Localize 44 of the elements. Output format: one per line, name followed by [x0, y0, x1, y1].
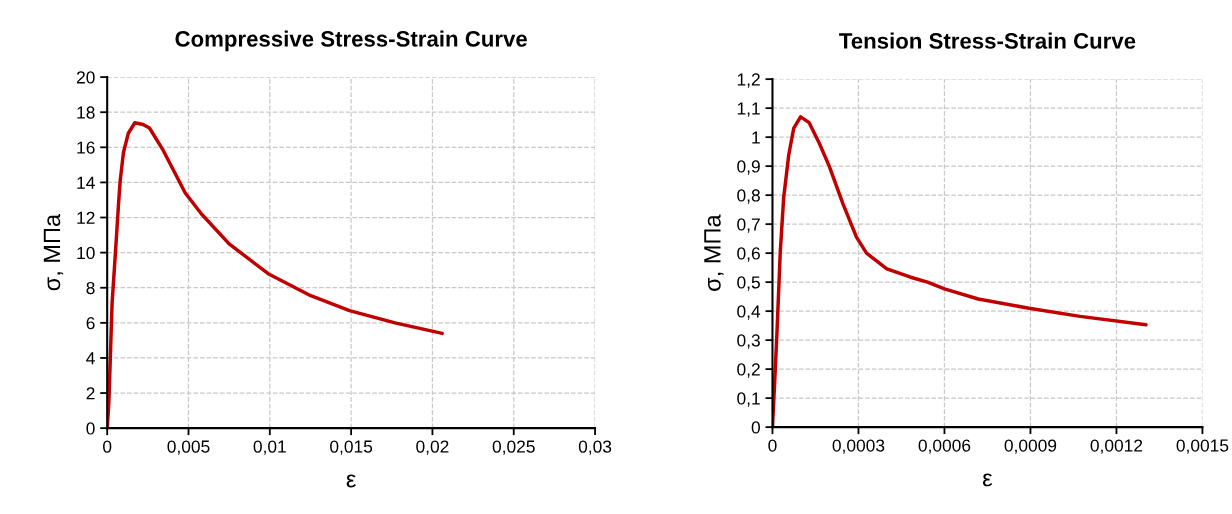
x-tick-label: 0,0006 [918, 439, 971, 454]
y-tick-label: 8 [86, 281, 95, 295]
x-tick-label: 0,0003 [832, 439, 885, 454]
y-axis-title: σ, МПа [704, 214, 724, 291]
x-tick-label: 0,0012 [1090, 439, 1143, 454]
y-tick-label: 18 [77, 106, 95, 119]
y-tick-label: 2 [86, 387, 95, 400]
y-tick-label: 0,4 [737, 305, 761, 320]
y-tick-label: 0,8 [737, 189, 760, 204]
y-tick-label: 12 [77, 211, 95, 224]
x-tick-label: 0,01 [253, 440, 286, 455]
x-axis-title: ε [982, 473, 993, 487]
y-axis-title: σ, МПа [43, 213, 64, 291]
x-tick-label: 0,025 [492, 440, 535, 455]
y-tick-label: 0,1 [737, 392, 760, 407]
y-tick-label: 0,7 [737, 218, 760, 233]
y-tick-label: 6 [86, 317, 95, 330]
x-tick-label: 0,03 [578, 440, 612, 455]
x-tick-label: 0,0015 [1176, 439, 1229, 454]
y-tick-label: 10 [77, 246, 95, 260]
y-tick-label: 0 [86, 422, 95, 435]
x-tick-label: 0,005 [167, 440, 210, 455]
y-tick-label: 1 [752, 131, 760, 144]
x-tick-label: 0,0009 [1004, 439, 1057, 454]
chart-title: Tension Stress-Strain Curve [839, 32, 1136, 49]
y-tick-label: 4 [86, 352, 95, 365]
y-tick-label: 0,5 [737, 276, 760, 291]
y-tick-label: 1,1 [737, 102, 760, 117]
x-tick-label: 0 [103, 440, 112, 453]
chart-title: Compressive Stress-Strain Curve [175, 30, 527, 52]
y-tick-label: 0,2 [737, 363, 760, 378]
y-tick-label: 1,2 [737, 73, 760, 88]
line-series [107, 121, 444, 429]
y-tick-label: 0 [751, 421, 760, 434]
x-axis-title: ε [346, 474, 356, 488]
y-tick-label: 14 [77, 176, 95, 189]
y-tick-label: 16 [77, 141, 95, 154]
y-tick-label: 0,9 [737, 160, 760, 175]
x-tick-label: 0,02 [416, 440, 449, 455]
x-tick-label: 0,015 [330, 440, 373, 455]
y-tick-label: 0,3 [737, 334, 760, 349]
y-tick-label: 20 [76, 71, 95, 84]
y-tick-label: 0,6 [737, 247, 760, 262]
x-tick-label: 0 [768, 439, 777, 452]
